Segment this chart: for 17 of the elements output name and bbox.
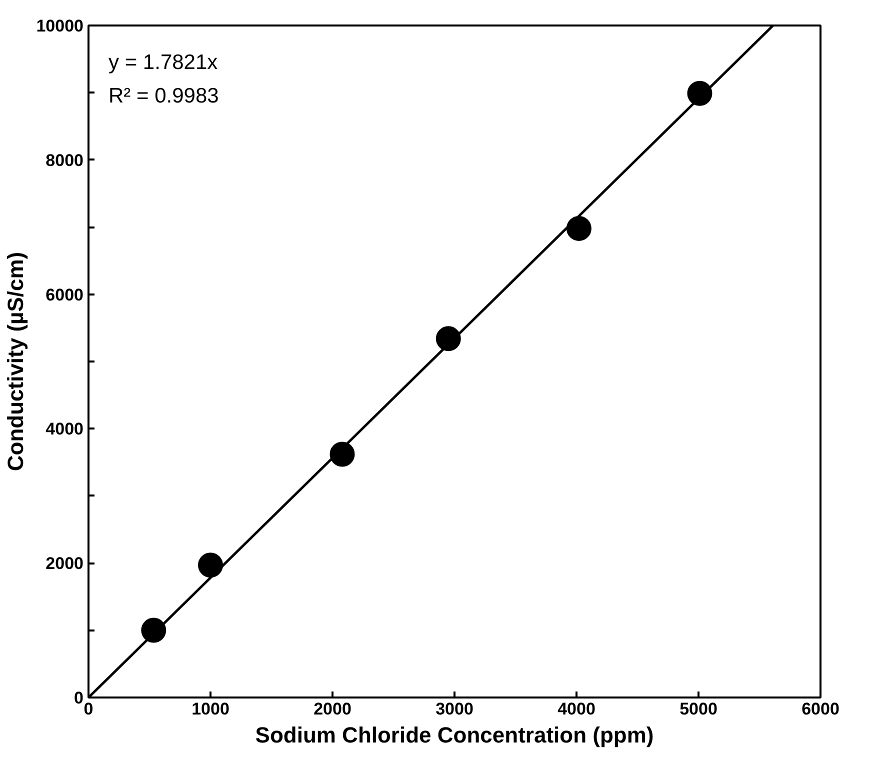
y-tick-label: 2000 <box>46 554 84 574</box>
x-tick-label: 3000 <box>436 700 474 718</box>
x-tick-label: 6000 <box>802 700 840 718</box>
point <box>566 216 592 241</box>
annotation: y = 1.7821x <box>108 50 218 74</box>
annotation: R² = 0.9983 <box>108 84 219 108</box>
y-tick-label: 10000 <box>36 16 84 36</box>
y-tick-label: 8000 <box>46 150 84 170</box>
point <box>198 552 223 578</box>
x-axis-title: Sodium Chloride Concentration (ppm) <box>255 722 654 748</box>
y-tick-label: 6000 <box>46 285 84 304</box>
x-tick-label: 2000 <box>314 700 352 718</box>
y-tick-label: 4000 <box>46 420 84 439</box>
x-tick-label: 5000 <box>680 700 718 718</box>
y-axis-title: Conductivity (µS/cm) <box>3 252 28 472</box>
x-tick-label: 4000 <box>558 700 596 718</box>
x-tick-label: 1000 <box>192 700 230 718</box>
